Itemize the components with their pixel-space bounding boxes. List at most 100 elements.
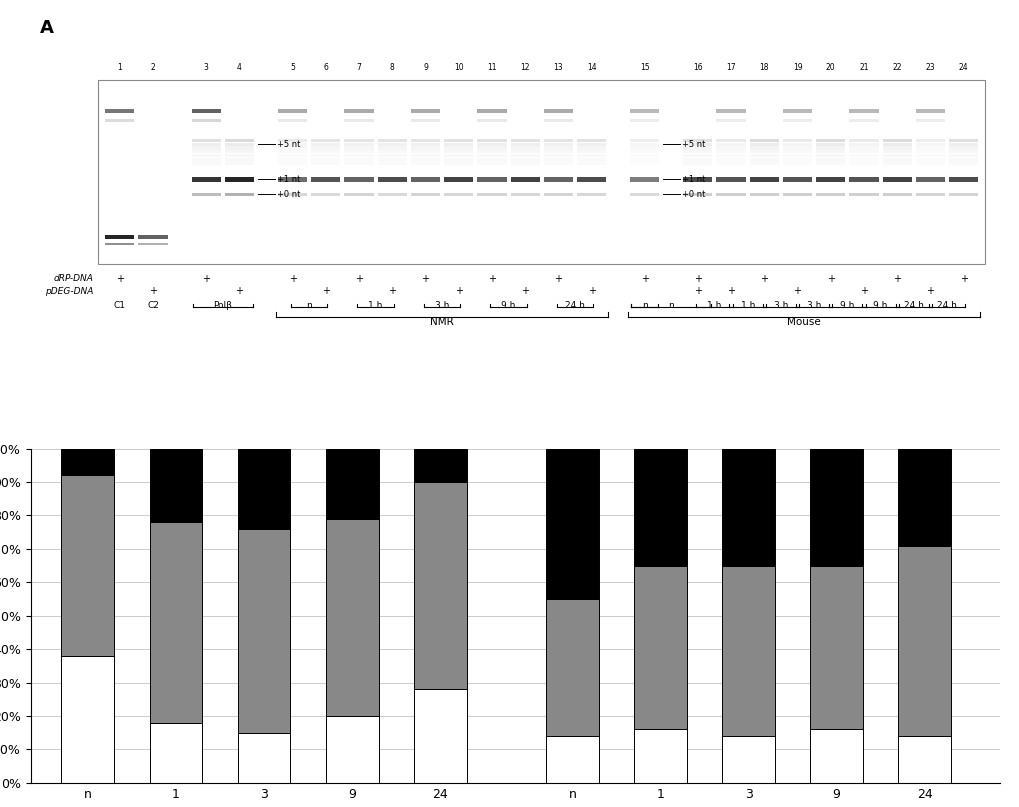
Bar	[511, 150, 539, 153]
Bar	[715, 109, 745, 114]
Bar	[224, 178, 254, 182]
Text: A: A	[41, 19, 54, 37]
Bar	[150, 522, 202, 722]
Text: +: +	[521, 286, 529, 296]
Bar	[477, 146, 506, 150]
Bar	[749, 193, 779, 196]
Text: n: n	[306, 301, 312, 310]
Bar	[414, 689, 467, 783]
Text: C1: C1	[114, 301, 125, 310]
Bar	[749, 157, 779, 161]
Bar	[948, 154, 977, 157]
Text: +: +	[693, 286, 701, 296]
Bar	[849, 119, 877, 122]
Bar	[948, 139, 977, 142]
Bar	[683, 146, 712, 150]
Text: 9 h: 9 h	[840, 301, 854, 310]
Bar	[815, 154, 845, 157]
Bar	[577, 193, 605, 196]
Bar	[715, 139, 745, 142]
Bar	[898, 449, 951, 546]
Bar	[898, 736, 951, 783]
Text: 18: 18	[759, 63, 768, 72]
Bar	[192, 161, 221, 165]
Text: 9 h: 9 h	[501, 301, 516, 310]
Text: 17: 17	[726, 63, 735, 72]
Bar	[783, 146, 811, 150]
Text: 13: 13	[553, 63, 562, 72]
Bar	[715, 178, 745, 182]
Bar	[411, 109, 439, 114]
Text: 1 h: 1 h	[706, 301, 721, 310]
Bar	[545, 599, 598, 736]
Text: 5: 5	[289, 63, 294, 72]
Bar	[278, 143, 307, 146]
Bar	[192, 193, 221, 196]
Bar	[715, 193, 745, 196]
Bar	[311, 139, 340, 142]
Bar	[543, 139, 573, 142]
Bar	[915, 193, 944, 196]
Bar	[715, 157, 745, 161]
Bar	[577, 157, 605, 161]
Bar	[783, 157, 811, 161]
Text: 8: 8	[389, 63, 394, 72]
Bar	[477, 178, 506, 182]
Bar	[278, 161, 307, 165]
Text: Polβ: Polβ	[213, 301, 232, 310]
Bar	[881, 139, 911, 142]
Bar	[511, 143, 539, 146]
Bar	[948, 150, 977, 153]
Bar	[543, 143, 573, 146]
Bar	[948, 146, 977, 150]
Bar	[630, 193, 658, 196]
Bar	[511, 178, 539, 182]
Text: 16: 16	[692, 63, 702, 72]
Bar	[849, 161, 877, 165]
Bar	[61, 656, 114, 783]
Bar	[278, 193, 307, 196]
Text: +: +	[727, 286, 735, 296]
Bar	[683, 161, 712, 165]
Bar	[948, 143, 977, 146]
Bar	[630, 146, 658, 150]
Bar	[849, 193, 877, 196]
Bar	[577, 150, 605, 153]
Bar	[377, 157, 407, 161]
Bar	[150, 449, 202, 522]
Text: +: +	[421, 274, 429, 284]
Text: 21: 21	[858, 63, 868, 72]
Bar	[477, 119, 506, 122]
Bar	[377, 178, 407, 182]
Bar	[414, 449, 467, 482]
Bar	[543, 178, 573, 182]
Bar	[715, 143, 745, 146]
Text: 10: 10	[453, 63, 463, 72]
Bar	[311, 146, 340, 150]
Bar	[477, 193, 506, 196]
Bar	[511, 146, 539, 150]
Text: +1 nt: +1 nt	[682, 175, 705, 184]
Bar	[715, 146, 745, 150]
Text: +: +	[235, 286, 244, 296]
Bar	[139, 235, 167, 239]
Bar	[915, 139, 944, 142]
Bar	[849, 178, 877, 182]
Bar	[411, 193, 439, 196]
Bar	[577, 154, 605, 157]
Bar	[344, 178, 373, 182]
Bar	[224, 139, 254, 142]
Text: +5 nt: +5 nt	[682, 140, 705, 149]
Text: +: +	[925, 286, 933, 296]
Text: 24 h: 24 h	[903, 301, 923, 310]
Bar	[311, 161, 340, 165]
Bar	[749, 139, 779, 142]
Bar	[278, 139, 307, 142]
Text: 20: 20	[825, 63, 835, 72]
Bar	[278, 146, 307, 150]
Bar	[849, 150, 877, 153]
Text: +: +	[640, 274, 648, 284]
Bar	[278, 109, 307, 114]
Bar	[311, 150, 340, 153]
Text: +: +	[288, 274, 297, 284]
